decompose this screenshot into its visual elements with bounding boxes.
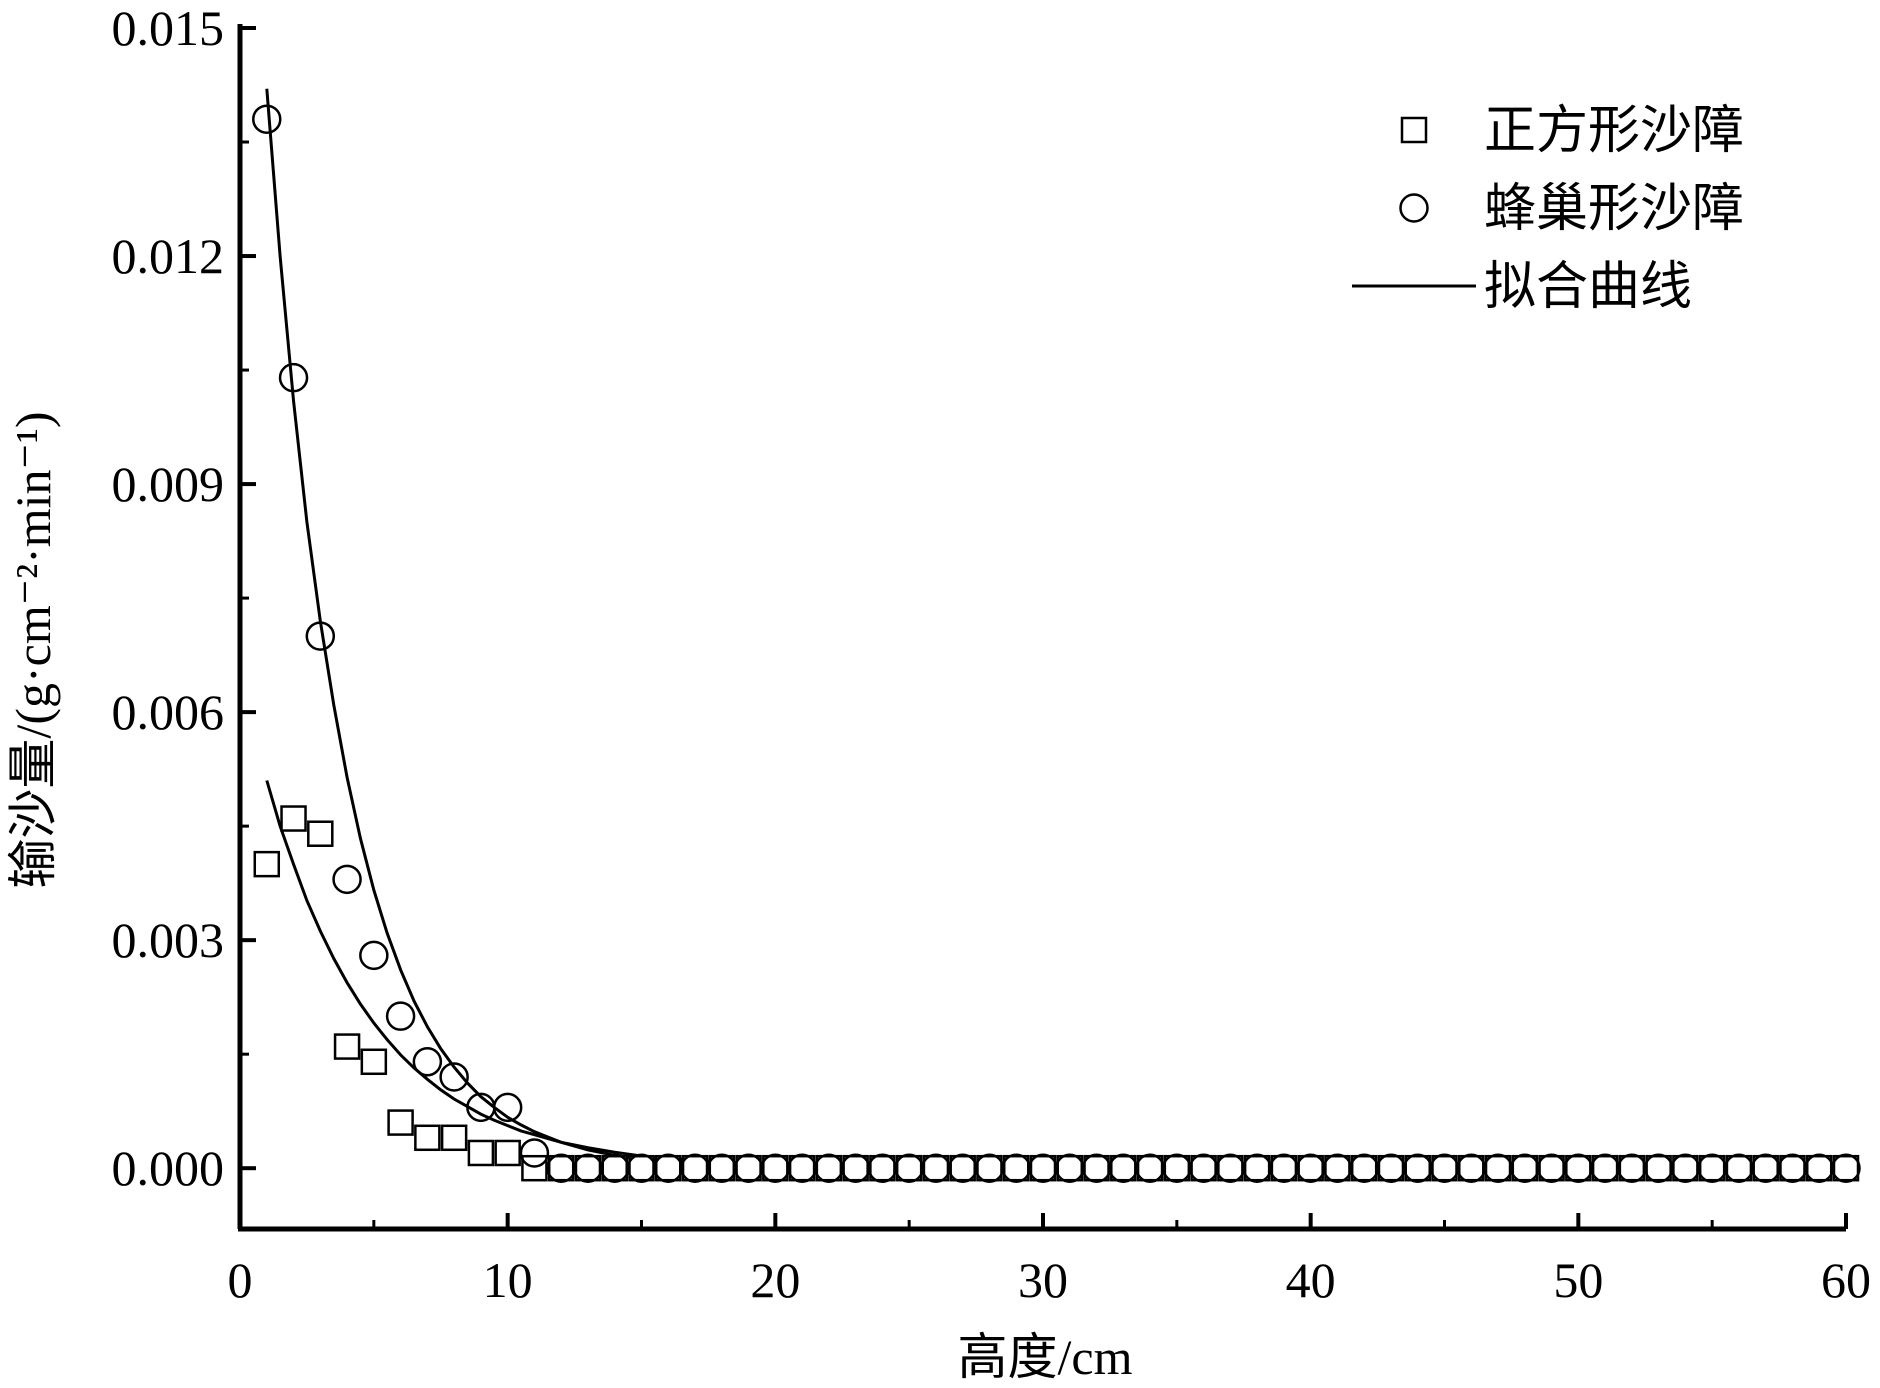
square-barrier-point bbox=[1404, 1154, 1431, 1182]
honeycomb-barrier-point bbox=[1831, 1153, 1861, 1183]
honeycomb-barrier-point bbox=[439, 1062, 469, 1092]
y-tick-label: 0.009 bbox=[112, 456, 225, 512]
square-barrier-point bbox=[333, 1033, 361, 1060]
square-barrier-point bbox=[815, 1154, 843, 1182]
square-barrier-point bbox=[1832, 1154, 1860, 1182]
fit-curve-line bbox=[265, 780, 1846, 1170]
square-barrier-point bbox=[1190, 1154, 1217, 1182]
square-barrier-point bbox=[1591, 1154, 1619, 1182]
y-tick-label: 0.015 bbox=[112, 0, 225, 56]
square-barrier-point bbox=[1565, 1154, 1592, 1182]
square-barrier-point bbox=[1297, 1154, 1324, 1182]
honeycomb-barrier-point bbox=[332, 864, 362, 895]
square-barrier-point bbox=[1805, 1154, 1833, 1182]
square-barrier-point bbox=[1163, 1154, 1191, 1182]
square-barrier-point bbox=[1698, 1154, 1726, 1182]
x-axis-title: 高度/cm bbox=[958, 1329, 1133, 1385]
square-barrier-point bbox=[1618, 1154, 1646, 1182]
square-barrier-point bbox=[1645, 1154, 1672, 1182]
x-tick-label: 0 bbox=[228, 1252, 253, 1308]
square-barrier-point bbox=[1056, 1154, 1084, 1182]
square-barrier-point bbox=[1725, 1154, 1753, 1182]
y-tick-label: 0.000 bbox=[112, 1140, 225, 1196]
square-barrier-point bbox=[494, 1139, 521, 1167]
y-axis-title: 输沙量/(g·cm⁻²·min⁻¹) bbox=[5, 411, 61, 888]
x-tick-label: 10 bbox=[483, 1252, 533, 1308]
square-barrier-point bbox=[1377, 1154, 1405, 1182]
square-barrier-point bbox=[1217, 1154, 1244, 1182]
square-barrier-point bbox=[574, 1154, 602, 1182]
square-barrier-point bbox=[360, 1048, 388, 1076]
ticks: 0 10 20 30 40 50 60 0.000 0.003 0.006 0.009 0.012 0.… bbox=[112, 0, 1872, 1308]
square-barrier-point bbox=[601, 1154, 628, 1182]
square-barrier-point bbox=[414, 1124, 441, 1152]
square-barrier-point bbox=[547, 1154, 575, 1182]
square-barrier-point bbox=[628, 1154, 655, 1182]
honeycomb-barrier-point bbox=[519, 1138, 550, 1168]
square-barrier-point bbox=[1672, 1154, 1699, 1182]
square-barrier-point bbox=[681, 1154, 709, 1182]
y-tick-label: 0.012 bbox=[112, 228, 225, 284]
honeycomb-barrier-point bbox=[278, 362, 309, 393]
square-barrier-point bbox=[280, 805, 307, 832]
square-barrier-point bbox=[1243, 1154, 1271, 1182]
honeycomb-barrier-point bbox=[492, 1092, 523, 1123]
honeycomb-barrier-point bbox=[385, 1001, 416, 1031]
square-barrier-point bbox=[1752, 1154, 1779, 1182]
legend-circle-marker bbox=[1399, 193, 1429, 223]
square-barrier-point bbox=[387, 1109, 414, 1136]
honeycomb-barrier-point bbox=[305, 621, 336, 651]
square-barrier-point bbox=[788, 1154, 816, 1182]
square-barrier-point bbox=[1324, 1154, 1351, 1182]
square-barrier-point bbox=[976, 1154, 1003, 1182]
square-barrier-point bbox=[1029, 1154, 1057, 1182]
square-barrier-point bbox=[1270, 1154, 1298, 1182]
y-tick-label: 0.003 bbox=[112, 912, 225, 968]
square-barrier-point bbox=[467, 1139, 495, 1167]
square-barrier-point bbox=[1110, 1154, 1137, 1182]
square-barrier-point bbox=[440, 1124, 468, 1152]
square-barrier-point bbox=[1002, 1154, 1030, 1182]
honeycomb-barrier-point bbox=[359, 940, 389, 971]
legend-square-marker bbox=[1400, 116, 1428, 144]
plot-area bbox=[252, 88, 1861, 1183]
x-tick-label: 50 bbox=[1553, 1252, 1603, 1308]
honeycomb-barrier-point bbox=[412, 1047, 443, 1077]
square-barrier-point bbox=[842, 1154, 869, 1182]
legend-label: 拟合曲线 bbox=[1484, 259, 1692, 316]
y-tick-label: 0.006 bbox=[112, 684, 225, 740]
square-barrier-point bbox=[1083, 1154, 1110, 1182]
square-barrier-point bbox=[1350, 1154, 1378, 1182]
square-barrier-point bbox=[307, 820, 334, 847]
square-barrier-point bbox=[922, 1154, 950, 1182]
square-barrier-point bbox=[1538, 1154, 1565, 1182]
x-tick-label: 30 bbox=[1018, 1252, 1068, 1308]
square-barrier-point bbox=[762, 1154, 789, 1182]
square-barrier-point bbox=[708, 1154, 736, 1182]
square-barrier-point bbox=[1431, 1154, 1458, 1182]
square-barrier-point bbox=[521, 1154, 548, 1182]
honeycomb-barrier-point bbox=[252, 104, 282, 134]
square-barrier-point bbox=[1779, 1154, 1806, 1182]
square-barrier-point bbox=[1136, 1154, 1164, 1182]
square-barrier-point bbox=[1458, 1154, 1485, 1182]
square-barrier-point bbox=[949, 1154, 976, 1182]
square-barrier-point bbox=[895, 1154, 923, 1182]
square-barrier-point bbox=[1484, 1154, 1512, 1182]
fit-curve-line bbox=[265, 88, 1846, 1170]
square-barrier-point bbox=[869, 1154, 896, 1182]
x-tick-label: 40 bbox=[1286, 1252, 1336, 1308]
legend-label: 正方形沙障 bbox=[1484, 103, 1744, 160]
square-barrier-point bbox=[253, 850, 281, 878]
x-tick-label: 60 bbox=[1821, 1252, 1871, 1308]
legend-label: 蜂巢形沙障 bbox=[1484, 181, 1744, 238]
square-barrier-point bbox=[655, 1154, 682, 1182]
square-barrier-point bbox=[735, 1154, 762, 1182]
x-tick-label: 20 bbox=[750, 1252, 800, 1308]
square-barrier-point bbox=[1511, 1154, 1539, 1182]
